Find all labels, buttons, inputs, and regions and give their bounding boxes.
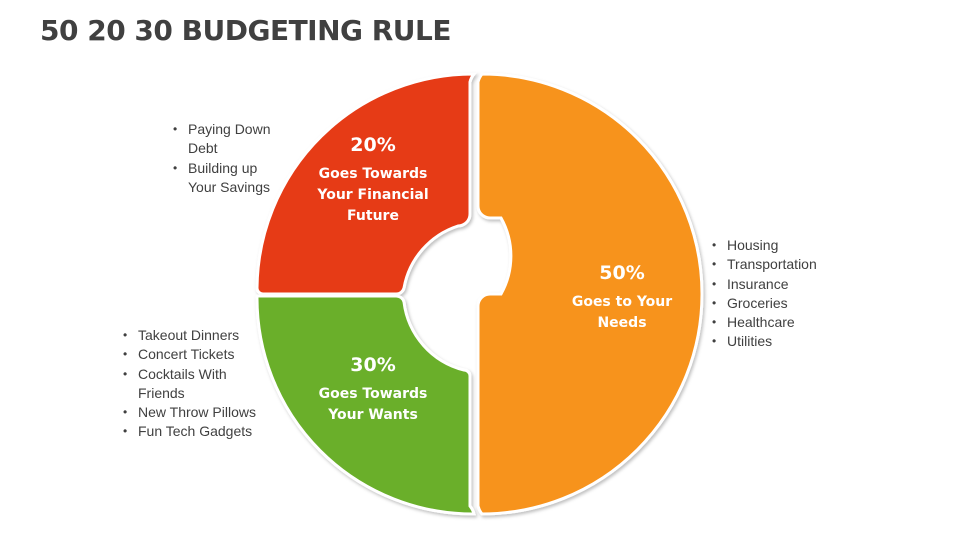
list-item: Healthcare [711,313,861,333]
list-item: Groceries [711,294,861,314]
future-description: Goes Towards Your Financial Future [317,166,429,224]
future-list: Paying Down Debt Building up Your Saving… [172,120,284,197]
list-item: Transportation [711,255,861,275]
list-item: Utilities [711,332,861,352]
segment-wants [255,294,476,516]
needs-label: 50% Goes to Your Needs [560,262,684,334]
list-item: New Throw Pillows [122,403,257,423]
future-percent: 20% [350,134,396,156]
page-title: 50 20 30 BUDGETING RULE [40,14,452,47]
list-item: Fun Tech Gadgets [122,422,257,442]
needs-description: Goes to Your Needs [571,294,673,331]
list-item: Cocktails With Friends [122,365,257,404]
needs-list: Housing Transportation Insurance Groceri… [711,236,861,352]
wants-label: 30% Goes Towards Your Wants [306,354,440,426]
future-label: 20% Goes Towards Your Financial Future [306,134,440,227]
list-item: Housing [711,236,861,256]
wants-percent: 30% [350,354,396,376]
wants-description: Goes Towards Your Wants [318,386,428,423]
list-item: Building up Your Savings [172,159,284,198]
list-item: Takeout Dinners [122,326,257,346]
list-item: Insurance [711,275,861,295]
list-item: Paying Down Debt [172,120,284,159]
segment-financial-future [255,72,478,296]
needs-percent: 50% [599,262,645,284]
list-item: Concert Tickets [122,345,257,365]
segment-needs [476,72,704,516]
wants-list: Takeout Dinners Concert Tickets Cocktail… [122,326,257,442]
